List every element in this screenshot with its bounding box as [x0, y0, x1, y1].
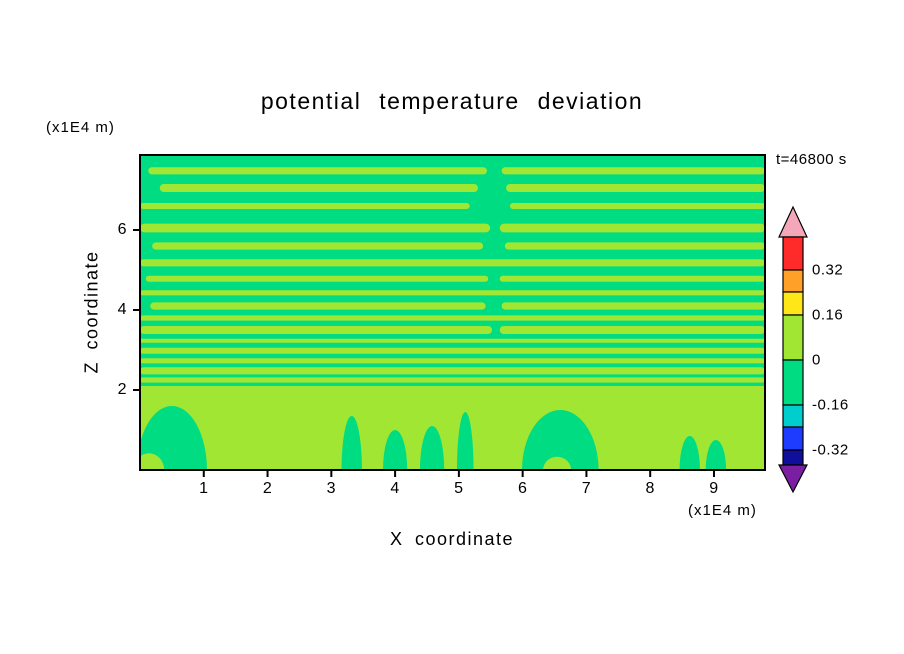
colorbar-arrow-bottom [778, 464, 808, 494]
contour-band [140, 358, 765, 364]
x-tick-label: 9 [709, 480, 719, 497]
contour-band [140, 259, 765, 267]
surface-gap [382, 430, 408, 470]
contour-band [140, 377, 765, 383]
x-tick-label: 2 [262, 480, 273, 497]
surface-gap [705, 440, 727, 470]
contour-band [140, 290, 765, 296]
x-tick-label: 6 [517, 480, 528, 497]
y-tick-label: 4 [117, 301, 127, 318]
contour-band [140, 203, 470, 209]
time-annotation: t=46800 s [776, 151, 847, 168]
y-tick-label: 2 [117, 381, 127, 398]
x-axis-unit-label: (x1E4 m) [688, 502, 757, 519]
contour-field [140, 155, 765, 470]
x-tick-label: 1 [199, 480, 209, 497]
contour-band [499, 223, 765, 233]
contour-band [150, 302, 486, 310]
contour-band [140, 367, 765, 375]
colorbar-tick-label: 0.16 [812, 306, 844, 324]
x-axis-title: X coordinate [389, 529, 515, 549]
surface-gap [341, 416, 362, 470]
y-axis-unit-label: (x1E4 m) [46, 119, 115, 136]
colorbar-tick-label: -0.16 [812, 396, 849, 414]
y-axis-title: Z coordinate [81, 250, 102, 374]
colorbar-tick-label: 0 [812, 351, 821, 369]
surface-bump [543, 456, 572, 470]
surface-gap [140, 406, 207, 470]
contour-band [148, 167, 487, 175]
contour-band [140, 326, 493, 334]
contour-band [145, 275, 489, 282]
contour-band [140, 347, 765, 354]
contour-band [152, 242, 484, 250]
contour-band [506, 184, 765, 192]
surface-gap [456, 412, 474, 470]
contour-band [499, 326, 765, 334]
x-tick-label: 8 [645, 480, 655, 497]
contour-band [499, 275, 765, 282]
surface-gap [679, 436, 700, 470]
contour-band [140, 315, 765, 321]
x-tick-label: 7 [581, 480, 592, 497]
contour-band [501, 167, 765, 175]
contour-band [509, 203, 765, 209]
contour-band [504, 242, 765, 250]
chart-title: potential temperature deviation [260, 88, 644, 114]
contour-band [501, 302, 765, 310]
plot-frame [139, 154, 766, 471]
contour-band [159, 184, 479, 192]
x-tick-label: 5 [454, 480, 464, 497]
y-tick-label: 6 [117, 221, 127, 238]
colorbar-tick-label: 0.32 [812, 261, 844, 279]
contour-band [140, 223, 491, 233]
surface-gap [419, 426, 445, 470]
surface-gap [522, 410, 599, 470]
surface-bump [140, 453, 165, 470]
colorbar-tick-label: -0.32 [812, 441, 849, 459]
surface-band [140, 386, 765, 470]
x-tick-label: 4 [390, 480, 400, 497]
x-tick-label: 3 [326, 480, 337, 497]
contour-band [140, 338, 765, 343]
